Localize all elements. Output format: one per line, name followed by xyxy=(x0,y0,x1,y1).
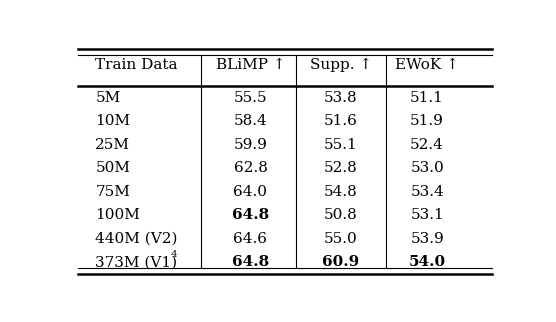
Text: 51.6: 51.6 xyxy=(324,114,358,128)
Text: EWoK ↑: EWoK ↑ xyxy=(395,58,459,72)
Text: 50M: 50M xyxy=(96,161,130,175)
Text: 75M: 75M xyxy=(96,185,130,199)
Text: 55.1: 55.1 xyxy=(324,137,358,152)
Text: 59.9: 59.9 xyxy=(234,137,267,152)
Text: 64.8: 64.8 xyxy=(232,255,269,270)
Text: 53.0: 53.0 xyxy=(410,161,444,175)
Text: 64.0: 64.0 xyxy=(234,185,267,199)
Text: 51.9: 51.9 xyxy=(410,114,444,128)
Text: 54.0: 54.0 xyxy=(409,255,446,270)
Text: BLiMP ↑: BLiMP ↑ xyxy=(216,58,285,72)
Text: 51.1: 51.1 xyxy=(410,90,444,105)
Text: Supp. ↑: Supp. ↑ xyxy=(310,58,372,72)
Text: 373M (V1): 373M (V1) xyxy=(96,255,177,270)
Text: 5M: 5M xyxy=(96,90,121,105)
Text: 55.5: 55.5 xyxy=(234,90,267,105)
Text: 52.8: 52.8 xyxy=(324,161,358,175)
Text: 440M (V2): 440M (V2) xyxy=(96,232,178,246)
Text: 53.8: 53.8 xyxy=(324,90,358,105)
Text: 55.0: 55.0 xyxy=(324,232,358,246)
Text: 53.1: 53.1 xyxy=(410,208,444,222)
Text: 60.9: 60.9 xyxy=(322,255,360,270)
Text: 64.6: 64.6 xyxy=(234,232,267,246)
Text: Train Data: Train Data xyxy=(96,58,178,72)
Text: 53.9: 53.9 xyxy=(410,232,444,246)
Text: 52.4: 52.4 xyxy=(410,137,444,152)
Text: 50.8: 50.8 xyxy=(324,208,358,222)
Text: 100M: 100M xyxy=(96,208,140,222)
Text: 10M: 10M xyxy=(96,114,131,128)
Text: 4: 4 xyxy=(171,251,177,260)
Text: 25M: 25M xyxy=(96,137,130,152)
Text: 64.8: 64.8 xyxy=(232,208,269,222)
Text: 62.8: 62.8 xyxy=(234,161,267,175)
Text: 54.8: 54.8 xyxy=(324,185,358,199)
Text: 58.4: 58.4 xyxy=(234,114,267,128)
Text: 53.4: 53.4 xyxy=(410,185,444,199)
